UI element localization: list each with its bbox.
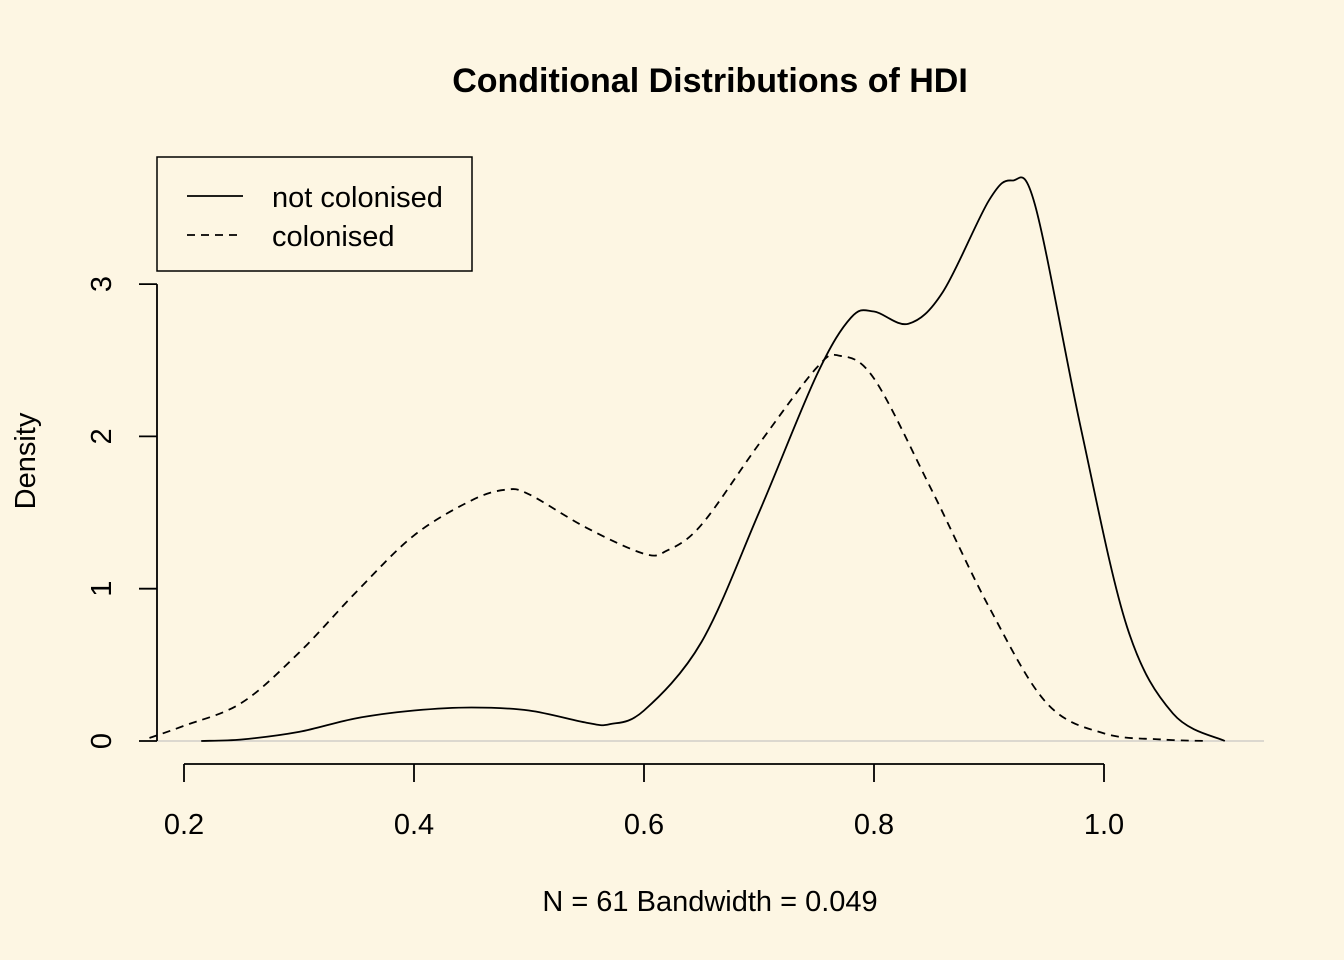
series-line-colonised <box>149 353 1208 742</box>
x-axis-label: N = 61 Bandwidth = 0.049 <box>542 886 877 918</box>
y-tick-label: 1 <box>86 581 118 597</box>
series-line-not-colonised <box>201 176 1226 742</box>
legend-label-not-colonised: not colonised <box>272 182 443 214</box>
legend-box <box>156 156 473 272</box>
y-axis-label: Density <box>10 412 42 509</box>
x-axis: 0.2 0.4 0.6 0.8 1.0 <box>164 763 1124 841</box>
x-tick-label: 0.6 <box>624 809 664 841</box>
x-tick-label: 0.2 <box>164 809 204 841</box>
series-layer <box>149 176 1226 742</box>
x-tick-label: 1.0 <box>1084 809 1124 841</box>
y-tick-label: 3 <box>86 276 118 292</box>
y-tick-label: 0 <box>86 733 118 749</box>
y-axis: 0 1 2 3 <box>86 276 158 749</box>
chart-title: Conditional Distributions of HDI <box>452 62 968 100</box>
x-tick-label: 0.4 <box>394 809 434 841</box>
legend: not colonised colonised <box>156 156 473 272</box>
y-tick-label: 2 <box>86 428 118 444</box>
legend-label-colonised: colonised <box>272 221 395 253</box>
x-tick-label: 0.8 <box>854 809 894 841</box>
